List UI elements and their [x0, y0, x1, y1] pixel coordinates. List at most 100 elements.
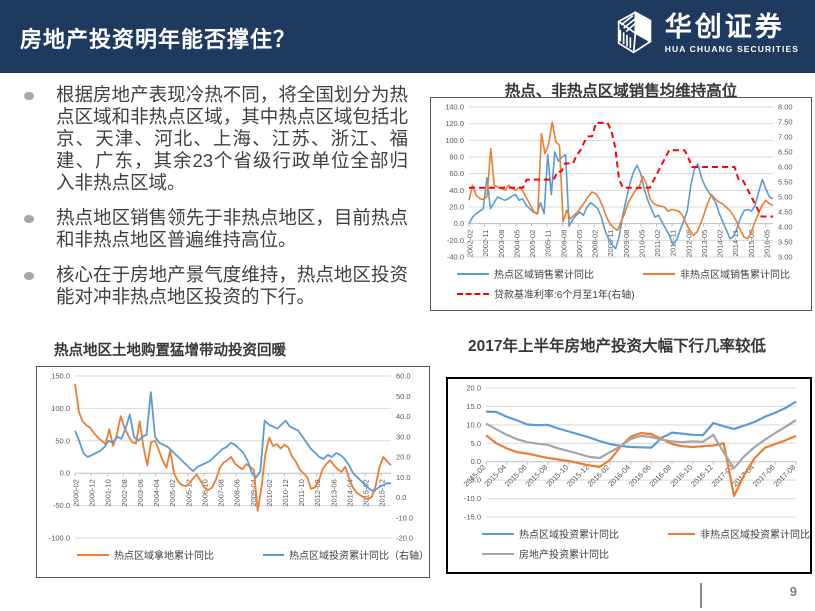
legend-label: 热点区域拿地累计同比	[114, 551, 214, 562]
x-axis-tick-label: 2015-08	[747, 230, 756, 258]
y-axis-tick-label: 0.0	[454, 219, 464, 228]
x-axis-tick-label: 2013-06	[329, 479, 338, 507]
legend-row: 热点区域拿地累计同比 热点区域投资累计同比（右轴）	[77, 547, 429, 562]
series-dashed-line	[469, 121, 773, 218]
chart-title-land: 热点地区土地购置猛增带动投资回暖	[54, 343, 286, 359]
y2-axis-tick-label: 30.0	[396, 432, 411, 441]
legend-row: 房地产投资累计同比	[482, 546, 810, 561]
y-axis-tick-label: 5.0	[471, 439, 481, 448]
legend-label: 非热点区域销售累计同比	[680, 270, 790, 281]
y-axis-tick-label: 50.0	[55, 436, 70, 445]
x-axis-tick-label: 2005-02	[528, 230, 537, 258]
slide-header: 房地产投资明年能否撑住？ 华创证券 HUA CHUANG SECURITIES	[0, 0, 815, 73]
bullet-list: 根据房地产表现冷热不同，将全国划分为热点区域和非热点区域，其中热点区域包括北京、…	[20, 84, 412, 321]
x-axis-tick-label: 2008-02	[591, 230, 600, 258]
legend-label: 非热点区域投资累计同比	[700, 530, 810, 541]
chart-canvas: 150.0 100.0 50.0 0.0 -50.0 -100.0 60.0 50.0 40.0…	[49, 372, 413, 543]
legend-item: 非热点区域投资累计同比	[668, 526, 810, 541]
chart-2017-investment-downside: 20.0 15.0 10.0 5.0 0.0 -5.0 -10.0 -15.0 2015-02 2…	[446, 377, 812, 574]
y-axis-tick-label: 0.0	[60, 469, 70, 478]
legend-item: 贷款基准利率:6个月至1年(右轴)	[457, 286, 635, 301]
y-axis-tick-label: -10.0	[464, 494, 481, 503]
y-axis-tick-label: 80.0	[449, 153, 464, 162]
x-axis-tick-label: 2007-05	[575, 230, 584, 258]
x-axis-tick-label: 2001-10	[104, 479, 113, 507]
x-axis-tick-label: 2009-04	[249, 479, 258, 507]
x-axis-tick-label: 2000-12	[88, 479, 97, 507]
x-axis-tick-label: 2000-02	[72, 479, 81, 507]
legend-label: 热点区域投资累计同比（右轴）	[289, 551, 429, 562]
legend-swatch-icon	[457, 292, 489, 295]
bullet-dot-icon	[24, 215, 34, 223]
y2-axis-tick-label: 20.0	[396, 453, 411, 462]
chart-legend: 热点区域拿地累计同比 热点区域投资累计同比（右轴）	[37, 547, 429, 562]
legend-label: 热点区域销售累计同比	[494, 270, 594, 281]
chart-legend: 热点区域投资累计同比 非热点区域投资累计同比房地产投资累计同比	[448, 526, 810, 561]
x-axis-tick-label: 2014-02	[716, 230, 725, 258]
y2-axis-tick-label: 10.0	[396, 473, 411, 482]
legend-item: 热点区域销售累计同比	[457, 266, 633, 281]
y-axis-tick-label: -5.0	[468, 476, 481, 485]
x-axis-tick-label: 2016-05	[763, 230, 772, 258]
legend-swatch-icon	[263, 553, 284, 556]
x-axis-tick-label: 2006-10	[200, 479, 209, 507]
series-line	[485, 431, 797, 498]
series-line	[468, 121, 774, 240]
x-axis-tick-label: 2005-12	[184, 479, 193, 507]
x-axis-tick-label: 2005-02	[168, 479, 177, 507]
x-axis-tick-label: 2010-02	[265, 479, 274, 507]
x-axis-tick-label: 2015-02	[362, 479, 371, 507]
x-axis-tick-label: 2007-08	[217, 479, 226, 507]
legend-label: 热点区域投资累计同比	[519, 530, 619, 541]
legend-row: 热点区域投资累计同比 非热点区域投资累计同比	[482, 526, 810, 541]
x-axis-tick-label: 2006-08	[559, 230, 568, 258]
page-number: 9	[789, 584, 797, 599]
bullet-item: 核心在于房地产景气度维持，热点地区投资能对冲非热点地区投资的下行。	[20, 264, 412, 308]
y-axis-tick-label: -15.0	[464, 513, 481, 522]
y-axis-tick-label: -40.0	[447, 253, 464, 262]
y2-axis-tick-label: 8.00	[778, 103, 793, 112]
bullet-item: 热点地区销售领先于非热点地区，目前热点和非热点地区普遍维持高位。	[20, 207, 412, 251]
chart-title-2017-investment: 2017年上半年房地产投资大幅下行几率较低	[468, 338, 766, 355]
y2-axis-tick-label: 60.0	[396, 372, 411, 381]
y2-axis-tick-label: 40.0	[396, 412, 411, 421]
y2-axis-tick-label: 4.50	[778, 208, 793, 217]
x-axis-tick-label: 2014-04	[345, 479, 354, 507]
company-logo: 华创证券 HUA CHUANG SECURITIES	[607, 8, 799, 60]
logo-cube-icon	[617, 10, 651, 54]
x-axis-tick-label: 2002-08	[120, 479, 129, 507]
logo-name-en: HUA CHUANG SECURITIES	[664, 44, 799, 55]
y-axis-tick-label: 140.0	[445, 103, 464, 112]
y2-axis-tick-label: 5.50	[778, 178, 793, 187]
bullet-text: 核心在于房地产景气度维持，热点地区投资能对冲非热点地区投资的下行。	[56, 264, 408, 307]
x-axis-tick-label: 2012-08	[684, 230, 693, 258]
y2-axis-tick-label: 4.00	[778, 223, 793, 232]
y2-axis-tick-label: 5.00	[778, 193, 793, 202]
series-line	[468, 151, 774, 250]
y-axis-tick-label: 0.0	[471, 457, 481, 466]
x-axis-tick-label: 2002-02	[466, 230, 475, 258]
series-line	[485, 400, 797, 449]
x-axis-tick-label: 2014-11	[731, 230, 740, 257]
y-axis-tick-label: 15.0	[466, 402, 481, 411]
x-axis-tick-label: 2017-08	[772, 463, 798, 489]
legend-item: 非热点区域销售累计同比	[643, 266, 790, 281]
chart-canvas: 140.0 120.0 100.0 80.0 60.0 40.0 20.0 0.0 -20.0 -…	[445, 103, 793, 262]
x-axis-tick-label: 2010-12	[281, 479, 290, 507]
y-axis-tick-label: 120.0	[445, 119, 464, 128]
legend-swatch-icon	[457, 272, 489, 275]
legend-item: 热点区域投资累计同比（右轴）	[263, 547, 429, 562]
legend-swatch-icon	[482, 552, 514, 555]
x-axis-tick-label: 2011-02	[653, 230, 662, 257]
x-axis-tick-label: 2009-08	[622, 230, 631, 258]
y-axis-tick-label: -20.0	[447, 236, 464, 245]
legend-row: 贷款基准利率:6个月至1年(右轴)	[457, 286, 811, 301]
x-axis-tick-label: 2003-06	[136, 479, 145, 507]
legend-item: 房地产投资累计同比	[482, 546, 609, 561]
y2-axis-tick-label: -20.0	[396, 534, 413, 543]
x-axis-tick-label: 2004-04	[152, 479, 161, 507]
legend-item: 热点区域拿地累计同比	[77, 547, 253, 562]
x-axis-tick-label: 2003-08	[497, 230, 506, 258]
x-axis-tick-label: 2005-11	[544, 230, 553, 257]
